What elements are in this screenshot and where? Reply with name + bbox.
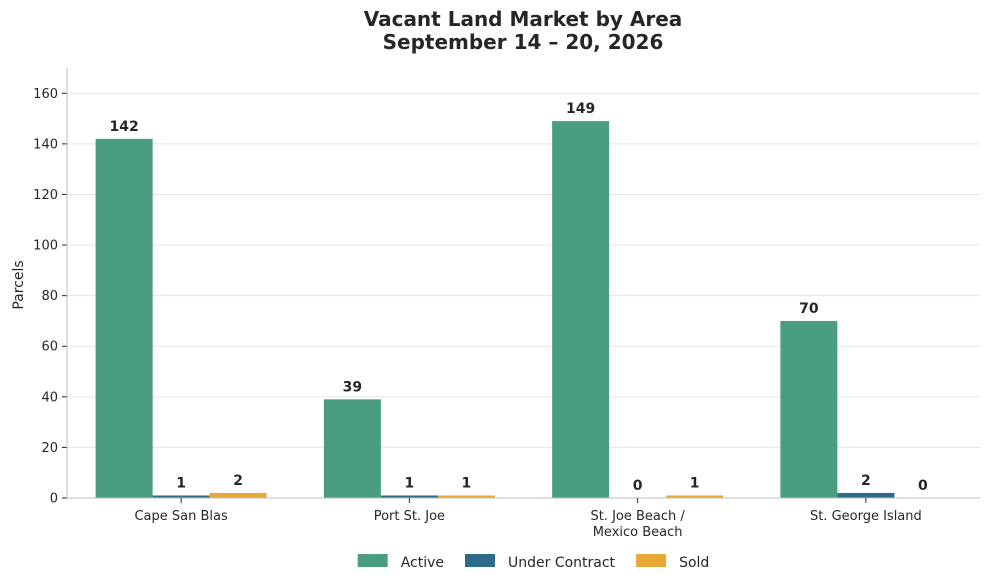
- bar-value-label: 0: [633, 478, 643, 494]
- bar-active: [552, 121, 610, 498]
- y-tick-label: 20: [41, 441, 58, 456]
- data-labels: 142 1 2 39 1 1 149 0 1 70 2 0: [110, 101, 928, 494]
- grid-lines: [67, 92, 980, 448]
- bar-sold: [666, 495, 724, 498]
- bar-active: [95, 138, 153, 498]
- y-tick-label: 0: [50, 492, 58, 507]
- bars: [95, 121, 895, 498]
- legend: Active Under Contract Sold: [357, 554, 709, 571]
- legend-swatch: [465, 554, 496, 567]
- y-tick-label: 120: [33, 188, 58, 203]
- bar-value-label: 1: [405, 475, 415, 491]
- bar-value-label: 149: [566, 101, 595, 117]
- legend-label: Active: [401, 555, 444, 571]
- bar-value-label: 39: [343, 379, 362, 395]
- bar-under-contract: [152, 495, 210, 498]
- bar-value-label: 2: [233, 473, 243, 489]
- bar-value-label: 1: [176, 475, 186, 491]
- bar-value-label: 1: [462, 475, 472, 491]
- legend-label: Sold: [679, 555, 709, 571]
- bar-active: [323, 399, 381, 498]
- y-tick-label: 80: [41, 289, 58, 304]
- y-tick-label: 60: [41, 340, 58, 355]
- legend-label: Under Contract: [508, 555, 616, 571]
- legend-swatch: [636, 554, 667, 567]
- bar-under-contract: [837, 492, 895, 498]
- bar-active: [780, 320, 838, 498]
- y-tick-label: 100: [33, 239, 58, 254]
- bar-value-label: 0: [918, 478, 928, 494]
- y-axis-label: Parcels: [11, 260, 27, 309]
- y-tick-label: 160: [33, 87, 58, 102]
- bar-sold: [437, 495, 495, 498]
- bar-sold: [209, 492, 267, 498]
- x-tick-label: Cape San Blas: [134, 509, 228, 524]
- bar-value-label: 1: [690, 475, 700, 491]
- bar-value-label: 70: [799, 301, 819, 317]
- x-tick-label: St. George Island: [810, 509, 922, 524]
- bar-value-label: 2: [861, 473, 871, 489]
- bar-under-contract: [380, 495, 438, 498]
- y-tick-label: 40: [41, 390, 58, 405]
- y-tick-label: 140: [33, 137, 58, 152]
- bar-value-label: 142: [110, 119, 139, 135]
- chart-subtitle: September 14 – 20, 2026: [383, 30, 664, 54]
- x-tick-label: St. Joe Beach / Mexico Beach: [590, 509, 685, 540]
- chart-title: Vacant Land Market by Area: [364, 7, 683, 31]
- legend-swatch: [357, 554, 388, 567]
- x-tick-label: Port St. Joe: [374, 509, 445, 524]
